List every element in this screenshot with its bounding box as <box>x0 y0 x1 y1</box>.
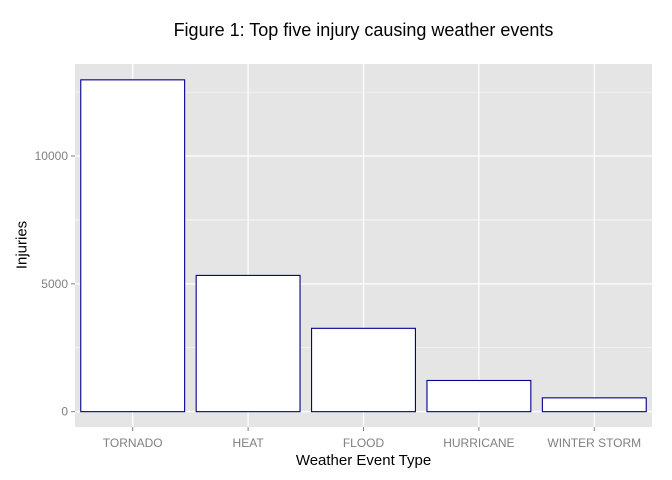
y-tick-label: 10000 <box>35 149 69 163</box>
x-tick-label: HURRICANE <box>443 436 514 450</box>
bar-hurricane <box>426 379 532 413</box>
bar-heat <box>195 274 301 413</box>
x-tick-label: FLOOD <box>343 436 385 450</box>
x-tick-label: TORNADO <box>103 436 163 450</box>
bar-flood <box>311 327 416 413</box>
x-tick-label: HEAT <box>233 436 265 450</box>
bar-tornado <box>80 79 186 413</box>
y-tick-label: 0 <box>61 405 68 419</box>
y-tick-label: 5000 <box>41 277 68 291</box>
x-tick-label: WINTER STORM <box>547 436 641 450</box>
x-axis: TORNADO HEAT FLOOD HURRICANE WINTER STORM <box>103 427 641 450</box>
bar-winter-storm <box>541 397 647 413</box>
chart-title: Figure 1: Top five injury causing weathe… <box>173 20 554 40</box>
y-axis-title: Injuries <box>13 220 31 270</box>
y-axis: 0 5000 10000 <box>35 149 75 419</box>
bars <box>80 79 647 413</box>
x-axis-title: Weather Event Type <box>295 452 432 469</box>
